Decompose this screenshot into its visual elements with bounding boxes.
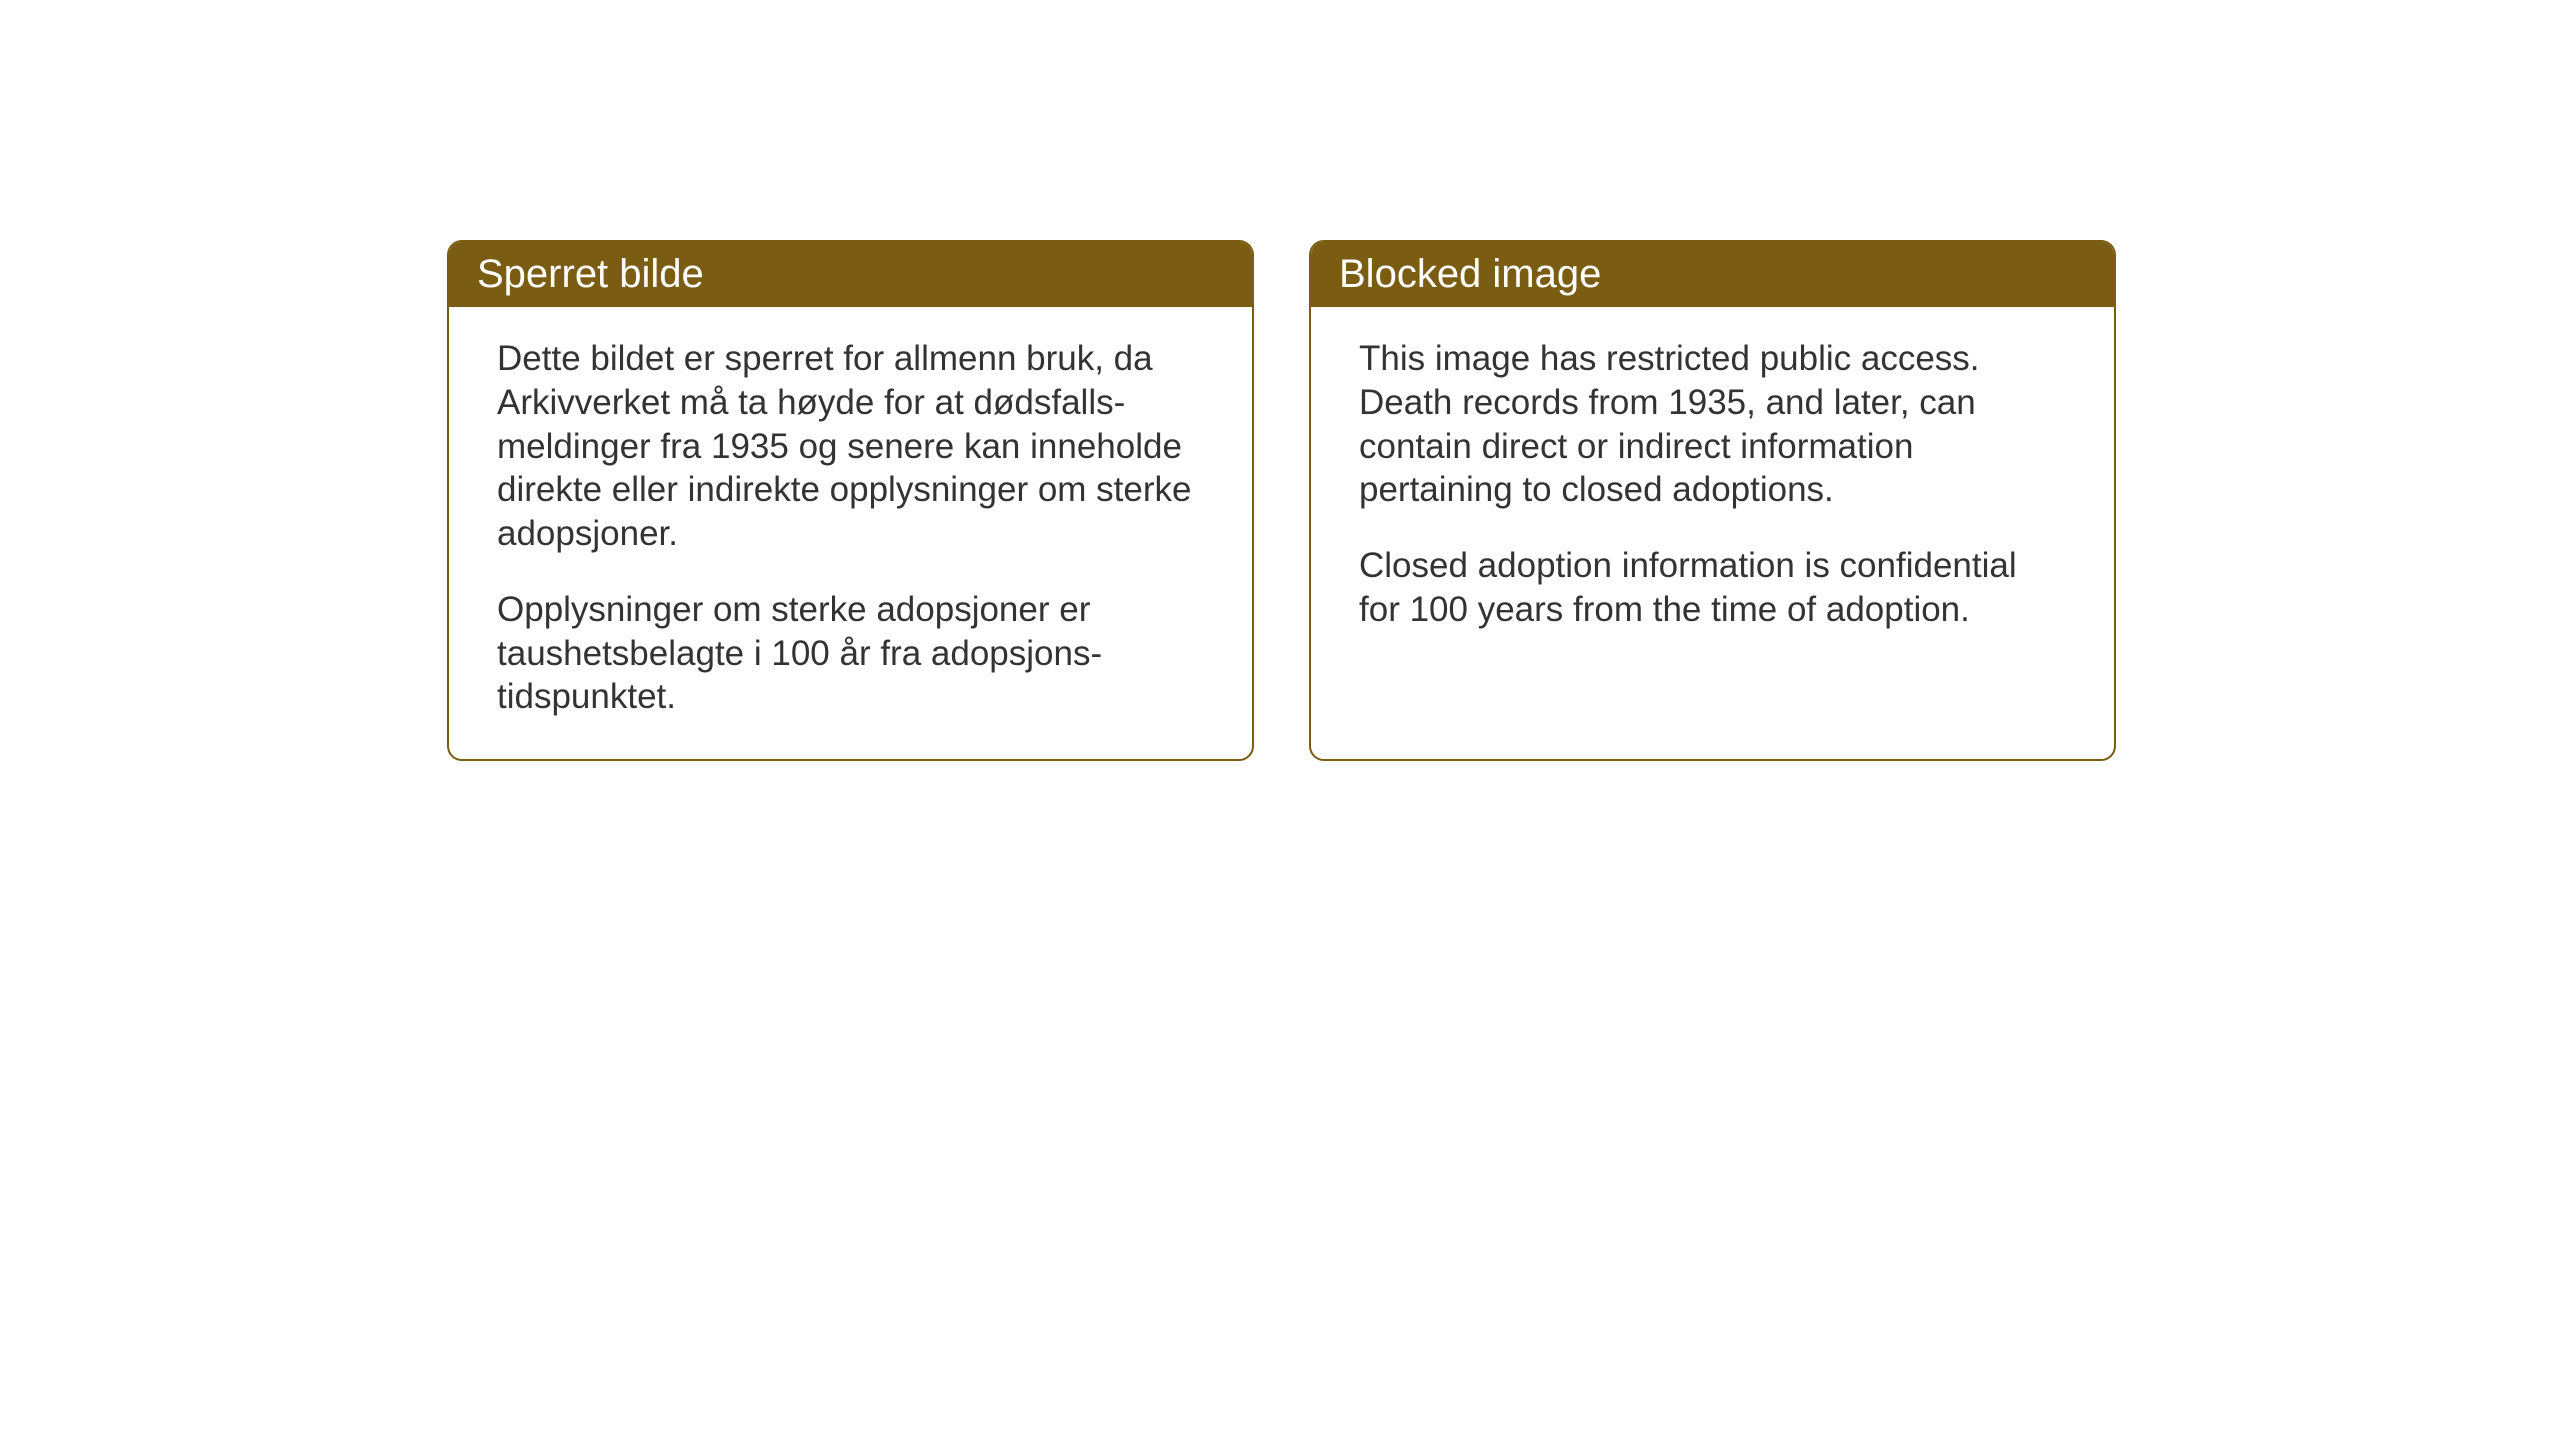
english-card-body: This image has restricted public access.… — [1311, 307, 2114, 672]
english-notice-card: Blocked image This image has restricted … — [1309, 240, 2116, 761]
norwegian-notice-card: Sperret bilde Dette bildet er sperret fo… — [447, 240, 1254, 761]
notice-container: Sperret bilde Dette bildet er sperret fo… — [447, 240, 2116, 761]
norwegian-paragraph-1: Dette bildet er sperret for allmenn bruk… — [497, 337, 1204, 556]
norwegian-paragraph-2: Opplysninger om sterke adopsjoner er tau… — [497, 588, 1204, 719]
norwegian-card-title: Sperret bilde — [449, 242, 1252, 307]
norwegian-card-body: Dette bildet er sperret for allmenn bruk… — [449, 307, 1252, 759]
english-paragraph-2: Closed adoption information is confident… — [1359, 544, 2066, 632]
english-card-title: Blocked image — [1311, 242, 2114, 307]
english-paragraph-1: This image has restricted public access.… — [1359, 337, 2066, 512]
